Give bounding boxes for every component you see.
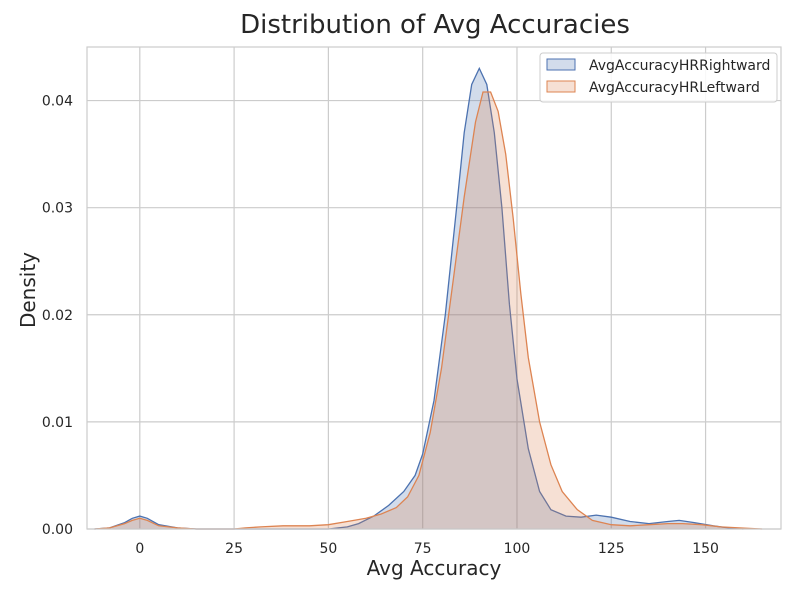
y-tick-label: 0.01	[42, 415, 73, 431]
y-tick-label: 0.04	[42, 94, 73, 110]
legend-label-0: AvgAccuracyHRRightward	[589, 58, 770, 74]
y-tick-label: 0.00	[42, 522, 73, 538]
density-area-0	[94, 68, 744, 530]
x-tick-label: 75	[414, 541, 432, 557]
x-tick-label: 50	[319, 541, 337, 557]
x-tick-label: 0	[135, 541, 144, 557]
x-axis-label: Avg Accuracy	[366, 556, 502, 580]
axes-frame	[86, 46, 782, 530]
x-tick-label: 125	[598, 541, 625, 557]
x-tick-label: 100	[504, 541, 531, 557]
density-area-1	[94, 92, 763, 529]
y-tick-label: 0.02	[42, 308, 73, 324]
legend-swatch-1	[546, 80, 576, 93]
density-line-0	[94, 66, 744, 530]
chart-title: Distribution of Avg Accuracies	[240, 10, 630, 40]
x-tick-label: 150	[692, 541, 719, 557]
legend-swatch-0	[546, 58, 576, 71]
x-tick-label: 25	[225, 541, 243, 557]
legend-label-1: AvgAccuracyHRLeftward	[589, 80, 760, 96]
legend-box	[539, 52, 778, 103]
y-tick-label: 0.03	[42, 201, 73, 217]
